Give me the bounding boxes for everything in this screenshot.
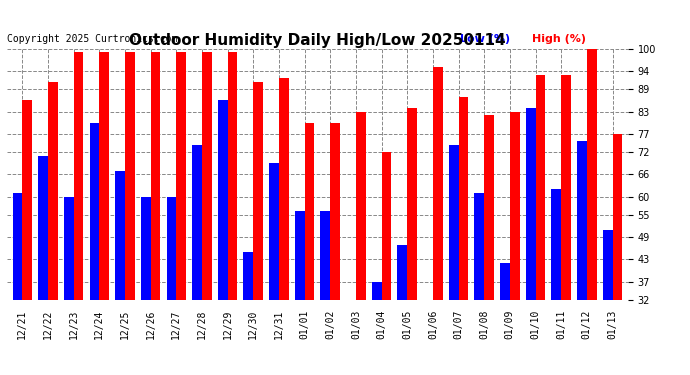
Bar xyxy=(320,211,331,300)
Bar xyxy=(551,189,561,300)
Bar xyxy=(561,75,571,300)
Text: Copyright 2025 Curtronics.com: Copyright 2025 Curtronics.com xyxy=(7,34,177,44)
Bar xyxy=(22,100,32,300)
Bar xyxy=(448,145,459,300)
Bar xyxy=(484,115,494,300)
Bar xyxy=(526,108,535,300)
Bar xyxy=(459,97,469,300)
Bar xyxy=(176,53,186,300)
Bar xyxy=(407,108,417,300)
Bar xyxy=(510,112,520,300)
Bar xyxy=(150,53,160,300)
Bar xyxy=(295,211,304,300)
Bar xyxy=(613,134,622,300)
Bar xyxy=(500,263,510,300)
Bar xyxy=(218,100,228,300)
Bar xyxy=(253,82,263,300)
Bar xyxy=(64,196,74,300)
Text: Low (%): Low (%) xyxy=(460,34,511,44)
Bar xyxy=(475,193,484,300)
Bar xyxy=(115,171,125,300)
Bar xyxy=(90,123,99,300)
Bar xyxy=(244,252,253,300)
Bar xyxy=(228,53,237,300)
Bar xyxy=(279,78,288,300)
Bar xyxy=(166,196,176,300)
Bar xyxy=(433,67,442,300)
Bar xyxy=(269,163,279,300)
Bar xyxy=(586,49,597,300)
Bar xyxy=(535,75,545,300)
Bar xyxy=(193,145,202,300)
Bar xyxy=(372,282,382,300)
Bar xyxy=(125,53,135,300)
Bar xyxy=(304,123,315,300)
Text: High (%): High (%) xyxy=(531,34,586,44)
Bar xyxy=(397,244,407,300)
Bar xyxy=(202,53,212,300)
Bar xyxy=(12,193,22,300)
Bar xyxy=(141,196,150,300)
Bar xyxy=(99,53,109,300)
Bar xyxy=(74,53,83,300)
Bar xyxy=(382,152,391,300)
Bar xyxy=(603,230,613,300)
Bar xyxy=(38,156,48,300)
Bar xyxy=(577,141,586,300)
Bar xyxy=(356,112,366,300)
Bar xyxy=(48,82,58,300)
Bar xyxy=(331,123,340,300)
Title: Outdoor Humidity Daily High/Low 20250114: Outdoor Humidity Daily High/Low 20250114 xyxy=(129,33,506,48)
